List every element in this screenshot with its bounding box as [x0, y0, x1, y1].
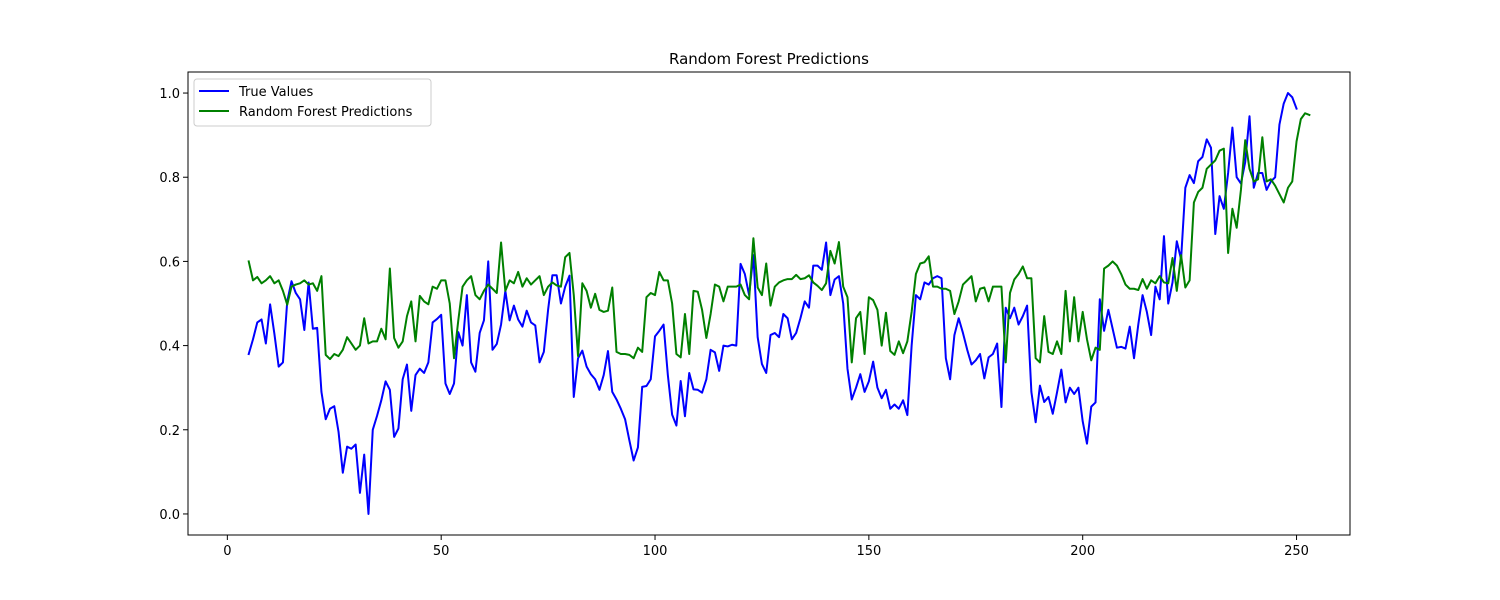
series-line-0 — [247, 92, 1298, 515]
y-tick-label: 0.8 — [159, 171, 180, 186]
legend: True Values Random Forest Predictions — [193, 78, 432, 127]
legend-label-rf-predictions: Random Forest Predictions — [239, 105, 413, 120]
y-tick-label: 0.0 — [159, 508, 180, 523]
chart-title: Random Forest Predictions — [669, 50, 869, 68]
x-tick-label: 200 — [1070, 544, 1095, 559]
y-tick-label: 0.6 — [159, 255, 180, 270]
x-tick-label: 0 — [223, 544, 231, 559]
y-tick-label: 0.4 — [159, 340, 180, 355]
axes-frame — [187, 71, 1351, 536]
y-tick-label: 1.0 — [159, 87, 180, 102]
plot-area: 0 50 100 150 200 250 0.0 0.2 0.4 0.6 0.8 1.0 — [159, 71, 1351, 559]
x-tick-label: 50 — [433, 544, 450, 559]
series-line-1 — [247, 112, 1311, 364]
x-tick-label: 100 — [643, 544, 668, 559]
x-tick-label: 250 — [1284, 544, 1309, 559]
y-tick-label: 0.2 — [159, 424, 180, 439]
x-tick-label: 150 — [856, 544, 881, 559]
legend-box — [193, 78, 432, 127]
legend-label-true-values: True Values — [238, 85, 313, 100]
